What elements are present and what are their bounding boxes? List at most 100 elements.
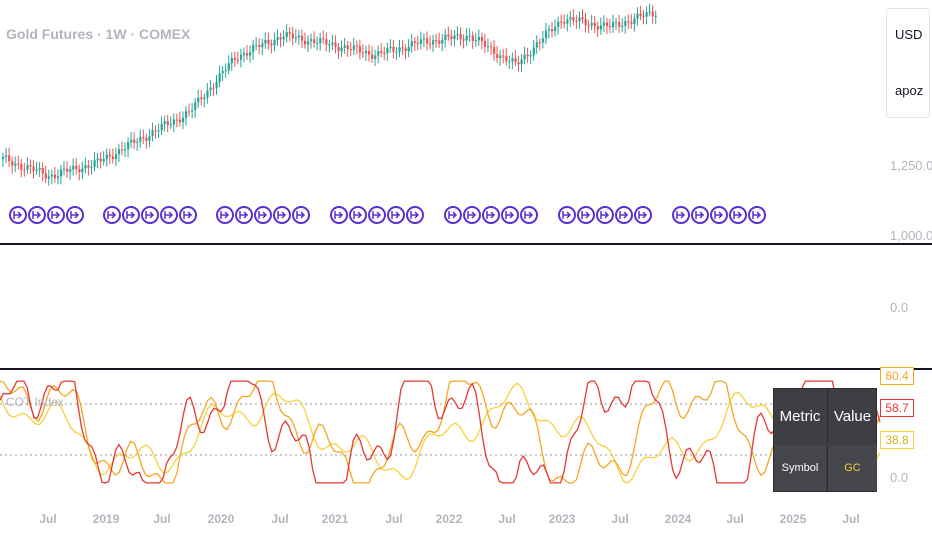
event-marker-icon[interactable]: [444, 206, 462, 224]
candle-body: [453, 35, 456, 39]
candle-body: [102, 159, 105, 162]
event-marker-icon[interactable]: [387, 206, 405, 224]
candle-body: [218, 73, 221, 83]
event-marker-icon[interactable]: [634, 206, 652, 224]
candle-body: [590, 22, 593, 26]
candle-body: [608, 26, 612, 28]
candle-body: [78, 169, 81, 173]
event-marker-icon[interactable]: [141, 206, 159, 224]
candle-body: [581, 17, 584, 20]
candle-body: [368, 50, 371, 55]
event-marker-icon[interactable]: [235, 206, 253, 224]
event-marker-icon[interactable]: [254, 206, 272, 224]
candle-body: [96, 158, 99, 161]
event-marker-icon[interactable]: [748, 206, 766, 224]
event-marker-icon[interactable]: [160, 206, 178, 224]
event-marker-icon[interactable]: [122, 206, 140, 224]
candle-body: [236, 59, 240, 61]
event-marker-icon[interactable]: [406, 206, 424, 224]
candle-body: [416, 42, 419, 44]
time-axis-label: Jul: [385, 512, 403, 526]
candle-body: [514, 58, 517, 63]
event-marker-icon[interactable]: [28, 206, 46, 224]
candle-body: [450, 36, 453, 39]
candle-body: [111, 156, 114, 160]
candle-body: [490, 46, 493, 48]
symbol-title[interactable]: Gold Futures · 1W · COMEX: [6, 26, 191, 42]
candle-body: [621, 25, 624, 27]
candle-body: [181, 117, 185, 123]
event-marker-icon[interactable]: [691, 206, 709, 224]
candle-body: [615, 22, 618, 24]
candle-body: [35, 169, 38, 171]
candle-body: [340, 47, 343, 52]
candle-body: [346, 45, 349, 50]
candle-body: [20, 164, 23, 170]
currency-unit-box[interactable]: USD apoz: [886, 8, 930, 118]
candle-body: [624, 21, 627, 26]
candle-body: [645, 12, 648, 17]
event-marker-icon[interactable]: [330, 206, 348, 224]
candle-body: [8, 155, 11, 162]
candle-body: [175, 119, 179, 121]
candle-body: [316, 42, 319, 44]
event-marker-icon[interactable]: [103, 206, 121, 224]
candle-body: [160, 124, 163, 131]
event-marker-icon[interactable]: [672, 206, 690, 224]
time-axis-label: Jul: [153, 512, 171, 526]
event-marker-icon[interactable]: [615, 206, 633, 224]
candle-body: [386, 47, 389, 54]
event-marker-icon[interactable]: [520, 206, 538, 224]
event-marker-icon[interactable]: [9, 206, 27, 224]
candle-body: [612, 22, 615, 28]
table-cell-symbol: Symbol: [774, 445, 826, 491]
event-marker-icon[interactable]: [349, 206, 367, 224]
event-marker-icon[interactable]: [273, 206, 291, 224]
event-marker-icon[interactable]: [558, 206, 576, 224]
candle-body: [502, 55, 505, 57]
cot-line-orange: [0, 380, 881, 484]
time-axis-label: 2024: [664, 512, 692, 526]
candle-body: [142, 137, 145, 139]
candle-body: [227, 63, 230, 71]
event-marker-icon[interactable]: [596, 206, 614, 224]
candle-body: [532, 47, 535, 56]
event-marker-icon[interactable]: [66, 206, 84, 224]
candle-body: [432, 40, 435, 45]
candle-body: [169, 124, 172, 126]
candle-body: [551, 29, 554, 32]
candle-body: [29, 165, 32, 167]
candle-body: [569, 17, 572, 20]
candle-body: [99, 158, 102, 162]
cot-index-title[interactable]: COT Index: [6, 395, 64, 409]
event-marker-icon[interactable]: [710, 206, 728, 224]
candle-body: [322, 38, 325, 40]
event-marker-icon[interactable]: [179, 206, 197, 224]
candle-body: [377, 51, 380, 56]
unit-label[interactable]: apoz: [895, 83, 924, 98]
candle-body: [120, 149, 124, 151]
event-marker-icon[interactable]: [729, 206, 747, 224]
candle-body: [572, 17, 575, 21]
candle-body: [563, 22, 566, 24]
event-marker-icon[interactable]: [292, 206, 310, 224]
event-marker-icon[interactable]: [577, 206, 595, 224]
event-marker-icon[interactable]: [47, 206, 65, 224]
candle-body: [636, 13, 639, 19]
event-marker-icon[interactable]: [368, 206, 386, 224]
metric-table: Metric Value Symbol GC: [773, 388, 877, 492]
time-axis-label: 2025: [779, 512, 807, 526]
event-marker-icon[interactable]: [463, 206, 481, 224]
event-marker-icon[interactable]: [482, 206, 500, 224]
currency-label[interactable]: USD: [895, 27, 923, 42]
candle-body: [602, 22, 606, 26]
candle-body: [203, 97, 206, 100]
time-axis-label: 2020: [207, 512, 235, 526]
event-marker-icon[interactable]: [501, 206, 519, 224]
candle-body: [75, 165, 78, 170]
candle-body: [50, 174, 53, 177]
event-marker-icon[interactable]: [216, 206, 234, 224]
candle-body: [282, 37, 285, 40]
candle-body: [11, 161, 14, 166]
